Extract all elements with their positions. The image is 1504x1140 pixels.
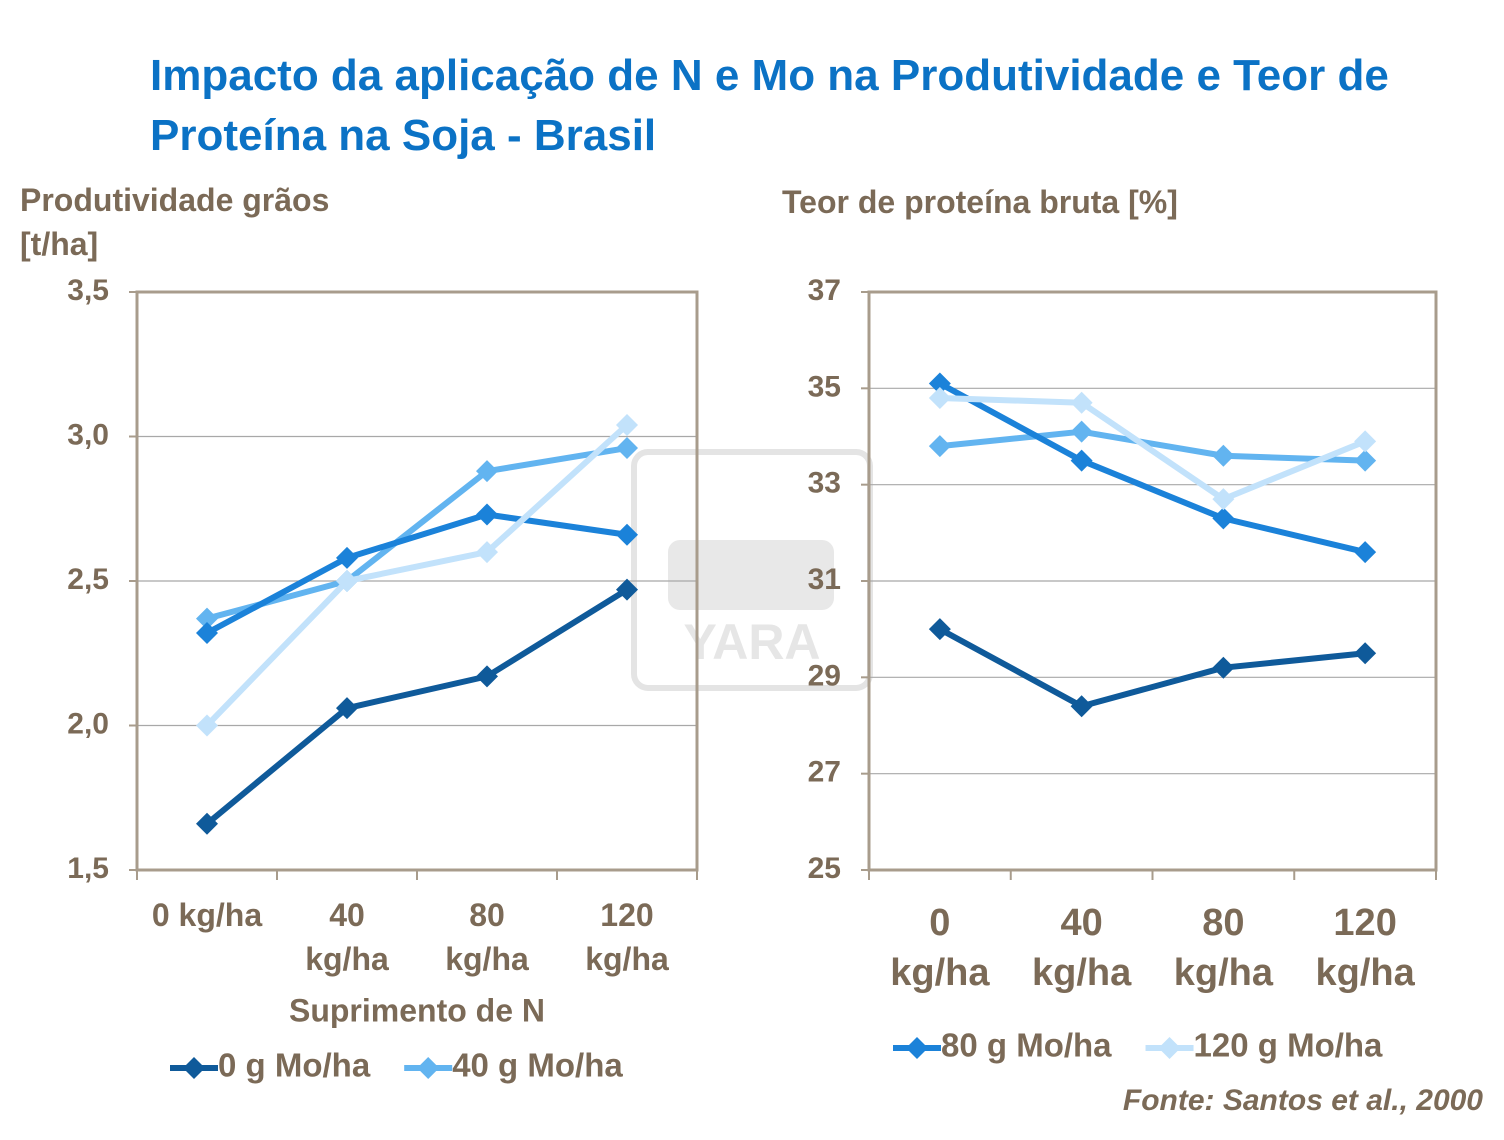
y-tick-label: 25 [808, 852, 841, 885]
x-tick-label: 0 kg/ha [890, 902, 990, 994]
series-line [939, 428, 1366, 464]
legend-marker [183, 1057, 205, 1079]
x-tick-label: 80 kg/ha [445, 897, 529, 977]
point [1070, 695, 1093, 718]
point [928, 386, 951, 409]
watermark: YARA [631, 449, 873, 691]
point [196, 607, 218, 630]
point [336, 570, 358, 592]
point [1212, 507, 1235, 530]
point [1212, 444, 1235, 467]
point [1212, 656, 1235, 679]
legend-label: 0 g Mo/ha [218, 1047, 371, 1084]
point [1354, 449, 1377, 472]
y-axis-title: Produtividade grãos [t/ha] [20, 182, 330, 262]
x-tick-label: 40 kg/ha [1032, 902, 1132, 994]
watermark-text: YARA [683, 614, 820, 670]
point [1354, 642, 1377, 665]
y-tick-label: 1,5 [67, 852, 109, 885]
y-tick-label: 29 [808, 659, 841, 692]
y-axis-title: Teor de proteína bruta [%] [782, 184, 1178, 220]
point [196, 812, 218, 835]
point [928, 372, 951, 395]
series-line [938, 380, 1366, 556]
series-line [206, 445, 628, 622]
source: Fonte: Santos et al., 2000 [1123, 1084, 1483, 1117]
point [476, 503, 498, 526]
point [476, 460, 498, 483]
y-tick-label: 3,0 [67, 418, 109, 451]
legend-marker [417, 1057, 440, 1079]
x-axis-title: Suprimento de N [289, 992, 545, 1028]
y-tick-label: 2,0 [67, 707, 109, 740]
point [476, 665, 498, 688]
point [1354, 541, 1377, 564]
point [1070, 391, 1093, 414]
point [476, 541, 498, 564]
y-tick-label: 31 [808, 563, 841, 596]
x-tick-label: 0 kg/ha [151, 897, 263, 933]
legend-marker [1158, 1037, 1181, 1059]
y-tick-label: 3,5 [67, 274, 109, 307]
point [1354, 430, 1377, 453]
point [928, 618, 951, 641]
point [616, 437, 638, 460]
title: Impacto da aplicação de N e Mo na Produt… [150, 51, 1389, 160]
legend-label: 120 g Mo/ha [1194, 1027, 1384, 1064]
point [1070, 449, 1093, 472]
watermark-shape [668, 540, 834, 610]
point [196, 714, 218, 737]
legend-label: 80 g Mo/ha [941, 1027, 1112, 1064]
series-line [204, 422, 630, 728]
y-tick-label: 2,5 [67, 563, 109, 596]
point [196, 622, 218, 645]
point [1070, 420, 1093, 443]
point [616, 523, 638, 546]
x-tick-label: 80 kg/ha [1173, 902, 1273, 994]
series-line [205, 587, 629, 827]
x-tick-label: 40 kg/ha [305, 897, 389, 977]
point [616, 413, 638, 436]
point [336, 697, 358, 720]
y-tick-label: 33 [808, 467, 841, 500]
series-line [205, 511, 628, 636]
point [928, 435, 951, 458]
legend-marker [906, 1037, 928, 1059]
point [336, 546, 358, 569]
legend-label: 40 g Mo/ha [452, 1047, 623, 1084]
y-tick-label: 35 [808, 370, 841, 403]
point [1212, 488, 1235, 511]
series-line [938, 626, 1366, 710]
y-tick-label: 37 [808, 274, 841, 307]
x-tick-label: 120 kg/ha [585, 897, 669, 977]
y-tick-label: 27 [808, 756, 841, 789]
x-tick-label: 120 kg/ha [1315, 902, 1415, 994]
series-line [939, 394, 1367, 503]
point [616, 578, 638, 601]
